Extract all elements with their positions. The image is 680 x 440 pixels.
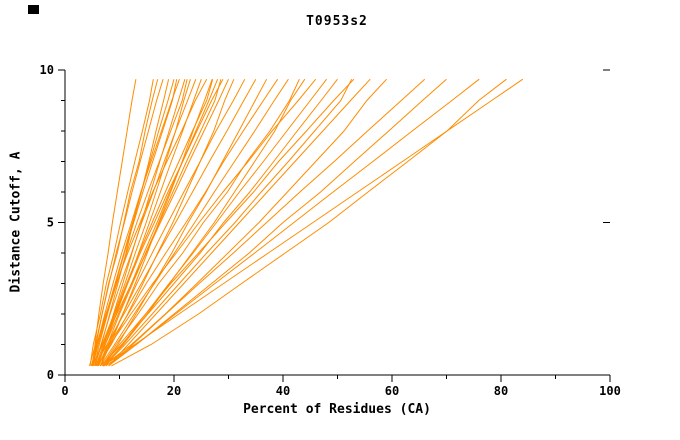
model-curve xyxy=(102,78,268,367)
chart-title: T0953s2 xyxy=(306,14,368,29)
model-curve xyxy=(94,78,257,367)
x-tick-label: 40 xyxy=(276,384,290,398)
model-curve xyxy=(97,78,317,367)
model-curve xyxy=(102,78,355,367)
model-curve xyxy=(94,79,197,367)
model-curve xyxy=(91,79,191,367)
model-curve xyxy=(91,78,229,367)
model-curve xyxy=(92,79,188,367)
model-curve xyxy=(93,79,178,367)
model-curve xyxy=(89,79,154,366)
model-curve xyxy=(91,78,208,366)
x-tick-label: 100 xyxy=(599,384,621,398)
model-curve xyxy=(111,78,507,367)
x-tick-label: 0 xyxy=(61,384,68,398)
model-curve xyxy=(97,78,224,367)
model-curve xyxy=(102,78,524,367)
model-curve xyxy=(101,78,300,367)
model-curve xyxy=(103,78,353,367)
model-curve xyxy=(105,78,447,367)
y-tick-label: 10 xyxy=(40,63,54,77)
model-curve xyxy=(105,78,327,367)
x-tick-label: 60 xyxy=(385,384,399,398)
x-tick-label: 20 xyxy=(167,384,181,398)
model-curve xyxy=(90,79,175,367)
model-curve xyxy=(96,79,219,367)
model-curve xyxy=(91,79,164,366)
model-curve xyxy=(95,79,214,367)
model-curve xyxy=(108,78,480,367)
x-tick-label: 80 xyxy=(494,384,508,398)
x-axis-label: Percent of Residues (CA) xyxy=(243,402,431,417)
model-curve xyxy=(98,79,222,367)
model-curve xyxy=(92,79,180,366)
model-curve xyxy=(108,78,371,367)
model-curve xyxy=(97,78,279,367)
model-curve xyxy=(108,78,426,367)
y-tick-label: 5 xyxy=(47,216,54,230)
model-curve xyxy=(99,78,289,367)
model-curve xyxy=(100,78,338,367)
y-tick-label: 0 xyxy=(47,368,54,382)
corner-marker xyxy=(28,5,39,14)
